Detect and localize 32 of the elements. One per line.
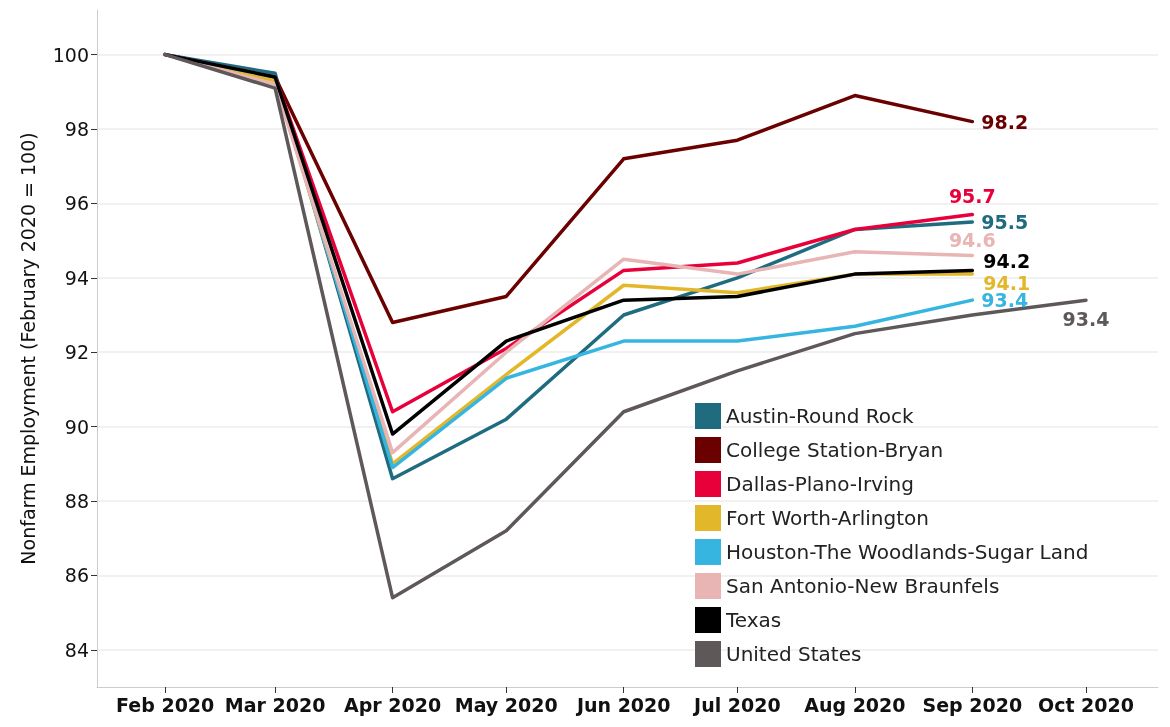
y-tick-label: 94	[64, 266, 89, 289]
y-axis-title: Nonfarm Employment (February 2020 = 100)	[16, 132, 39, 565]
y-tick-label: 96	[64, 192, 89, 215]
data-label: 94.2	[983, 250, 1031, 273]
x-tick-label: Jul 2020	[692, 693, 781, 716]
legend-label: College Station-Bryan	[726, 438, 944, 462]
legend-label: Fort Worth-Arlington	[726, 506, 929, 530]
x-tick-label: May 2020	[454, 693, 558, 716]
legend-label: Houston-The Woodlands-Sugar Land	[726, 540, 1089, 564]
x-tick-label: Apr 2020	[343, 693, 442, 716]
x-tick-label: Sep 2020	[922, 693, 1023, 716]
legend-label: Dallas-Plano-Irving	[726, 472, 914, 496]
y-tick-label: 92	[64, 341, 89, 364]
y-tick-label: 84	[64, 638, 89, 661]
x-tick-label: Aug 2020	[804, 693, 906, 716]
y-tick-label: 98	[64, 118, 89, 141]
y-tick-label: 88	[64, 490, 89, 513]
y-tick-label: 100	[52, 43, 89, 66]
data-label: 93.4	[1062, 307, 1110, 330]
y-tick-label: 86	[64, 564, 89, 587]
legend-label: Texas	[725, 608, 782, 632]
x-tick-label: Jun 2020	[574, 693, 671, 716]
y-tick-label: 90	[64, 415, 89, 438]
data-label: 98.2	[981, 110, 1029, 133]
legend-label: San Antonio-New Braunfels	[726, 574, 1000, 598]
x-tick-label: Mar 2020	[224, 693, 326, 716]
data-label: 93.4	[981, 289, 1029, 312]
x-tick-label: Oct 2020	[1038, 693, 1134, 716]
legend-label: Austin-Round Rock	[726, 404, 914, 428]
x-tick-label: Feb 2020	[116, 693, 215, 716]
data-label: 95.7	[948, 185, 996, 208]
legend-label: United States	[726, 642, 862, 666]
